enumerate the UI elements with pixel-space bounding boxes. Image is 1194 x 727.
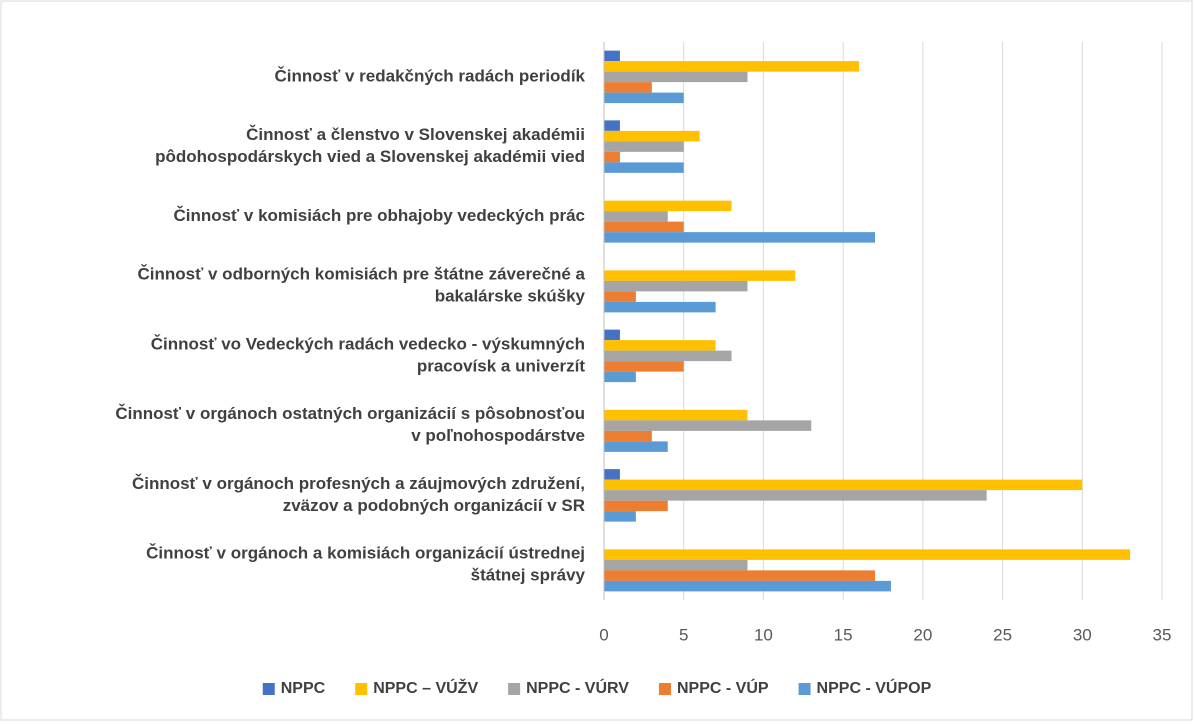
bar (604, 479, 1083, 491)
bar (604, 559, 748, 571)
bar (604, 71, 748, 83)
bar (604, 200, 732, 212)
legend-label: NPPC - VÚPOP (817, 678, 932, 697)
y-tick-label: Činnosť v komisiách pre obhajoby vedecký… (173, 206, 585, 225)
bar (604, 61, 860, 72)
x-tick-label: 5 (679, 625, 688, 644)
bar (604, 469, 620, 480)
y-tick-label: zväzov a podobných organizácií v SR (283, 496, 585, 515)
y-tick-label: Činnosť v odborných komisiách pre štátne… (138, 265, 586, 284)
legend-swatch (798, 683, 811, 695)
bar (604, 301, 716, 313)
bar (604, 409, 748, 421)
legend-label: NPPC - VÚP (677, 678, 769, 697)
bar (604, 511, 636, 522)
legend-label: NPPC (281, 680, 326, 697)
legend-label: NPPC - VÚRV (526, 678, 629, 697)
bar (604, 350, 732, 362)
bar (604, 221, 684, 233)
bar (604, 441, 668, 452)
y-tick-label: Činnosť v redakčných radách periodík (275, 66, 586, 85)
bar (604, 580, 891, 592)
bar (604, 549, 1131, 560)
x-tick-label: 0 (599, 625, 608, 644)
legend-swatch (355, 683, 368, 695)
x-tick-label: 30 (1073, 625, 1092, 644)
bar (604, 151, 620, 163)
x-tick-label: 20 (913, 625, 932, 644)
legend-swatch (262, 683, 275, 695)
x-tick-label: 10 (754, 625, 773, 644)
bar (604, 371, 636, 383)
y-tick-label: pracovísk a univerzít (417, 356, 586, 375)
bar (604, 500, 668, 512)
y-tick-label: Činnosť a členstvo v Slovenskej akadémii (246, 125, 585, 144)
bar (604, 280, 748, 292)
legend-swatch (508, 683, 521, 695)
bar (604, 82, 652, 93)
bar (604, 340, 716, 351)
bar (604, 162, 684, 173)
bar (604, 490, 987, 501)
bar (604, 430, 652, 442)
bar (604, 329, 620, 341)
bar (604, 570, 876, 581)
y-tick-label: v poľnohospodárstve (411, 426, 585, 445)
y-tick-label: Činnosť v orgánoch ostatných organizácií… (115, 404, 585, 423)
bar (604, 50, 620, 62)
bar (604, 92, 684, 104)
legend-swatch (658, 683, 671, 695)
bar (604, 120, 620, 131)
y-tick-label: pôdohospodárskych vied a Slovenskej akad… (155, 147, 585, 166)
x-tick-label: 35 (1153, 625, 1172, 644)
x-tick-label: 15 (834, 625, 853, 644)
bar (604, 361, 684, 372)
bar (604, 420, 812, 431)
y-tick-label: bakalárske skúšky (435, 287, 586, 306)
y-tick-label: štátnej správy (471, 566, 586, 585)
y-tick-label: Činnosť v orgánoch a komisiách organizác… (146, 544, 585, 563)
bar (604, 270, 796, 281)
bar (604, 130, 700, 142)
bar (604, 211, 668, 222)
bar (604, 291, 636, 302)
y-tick-label: Činnosť v orgánoch profesných a záujmový… (132, 474, 585, 493)
y-tick-label: Činnosť vo Vedeckých radách vedecko - vý… (151, 334, 585, 353)
x-tick-label: 25 (993, 625, 1012, 644)
bar (604, 232, 876, 243)
bar (604, 141, 684, 152)
legend-label: NPPC – VÚŽV (373, 678, 478, 697)
